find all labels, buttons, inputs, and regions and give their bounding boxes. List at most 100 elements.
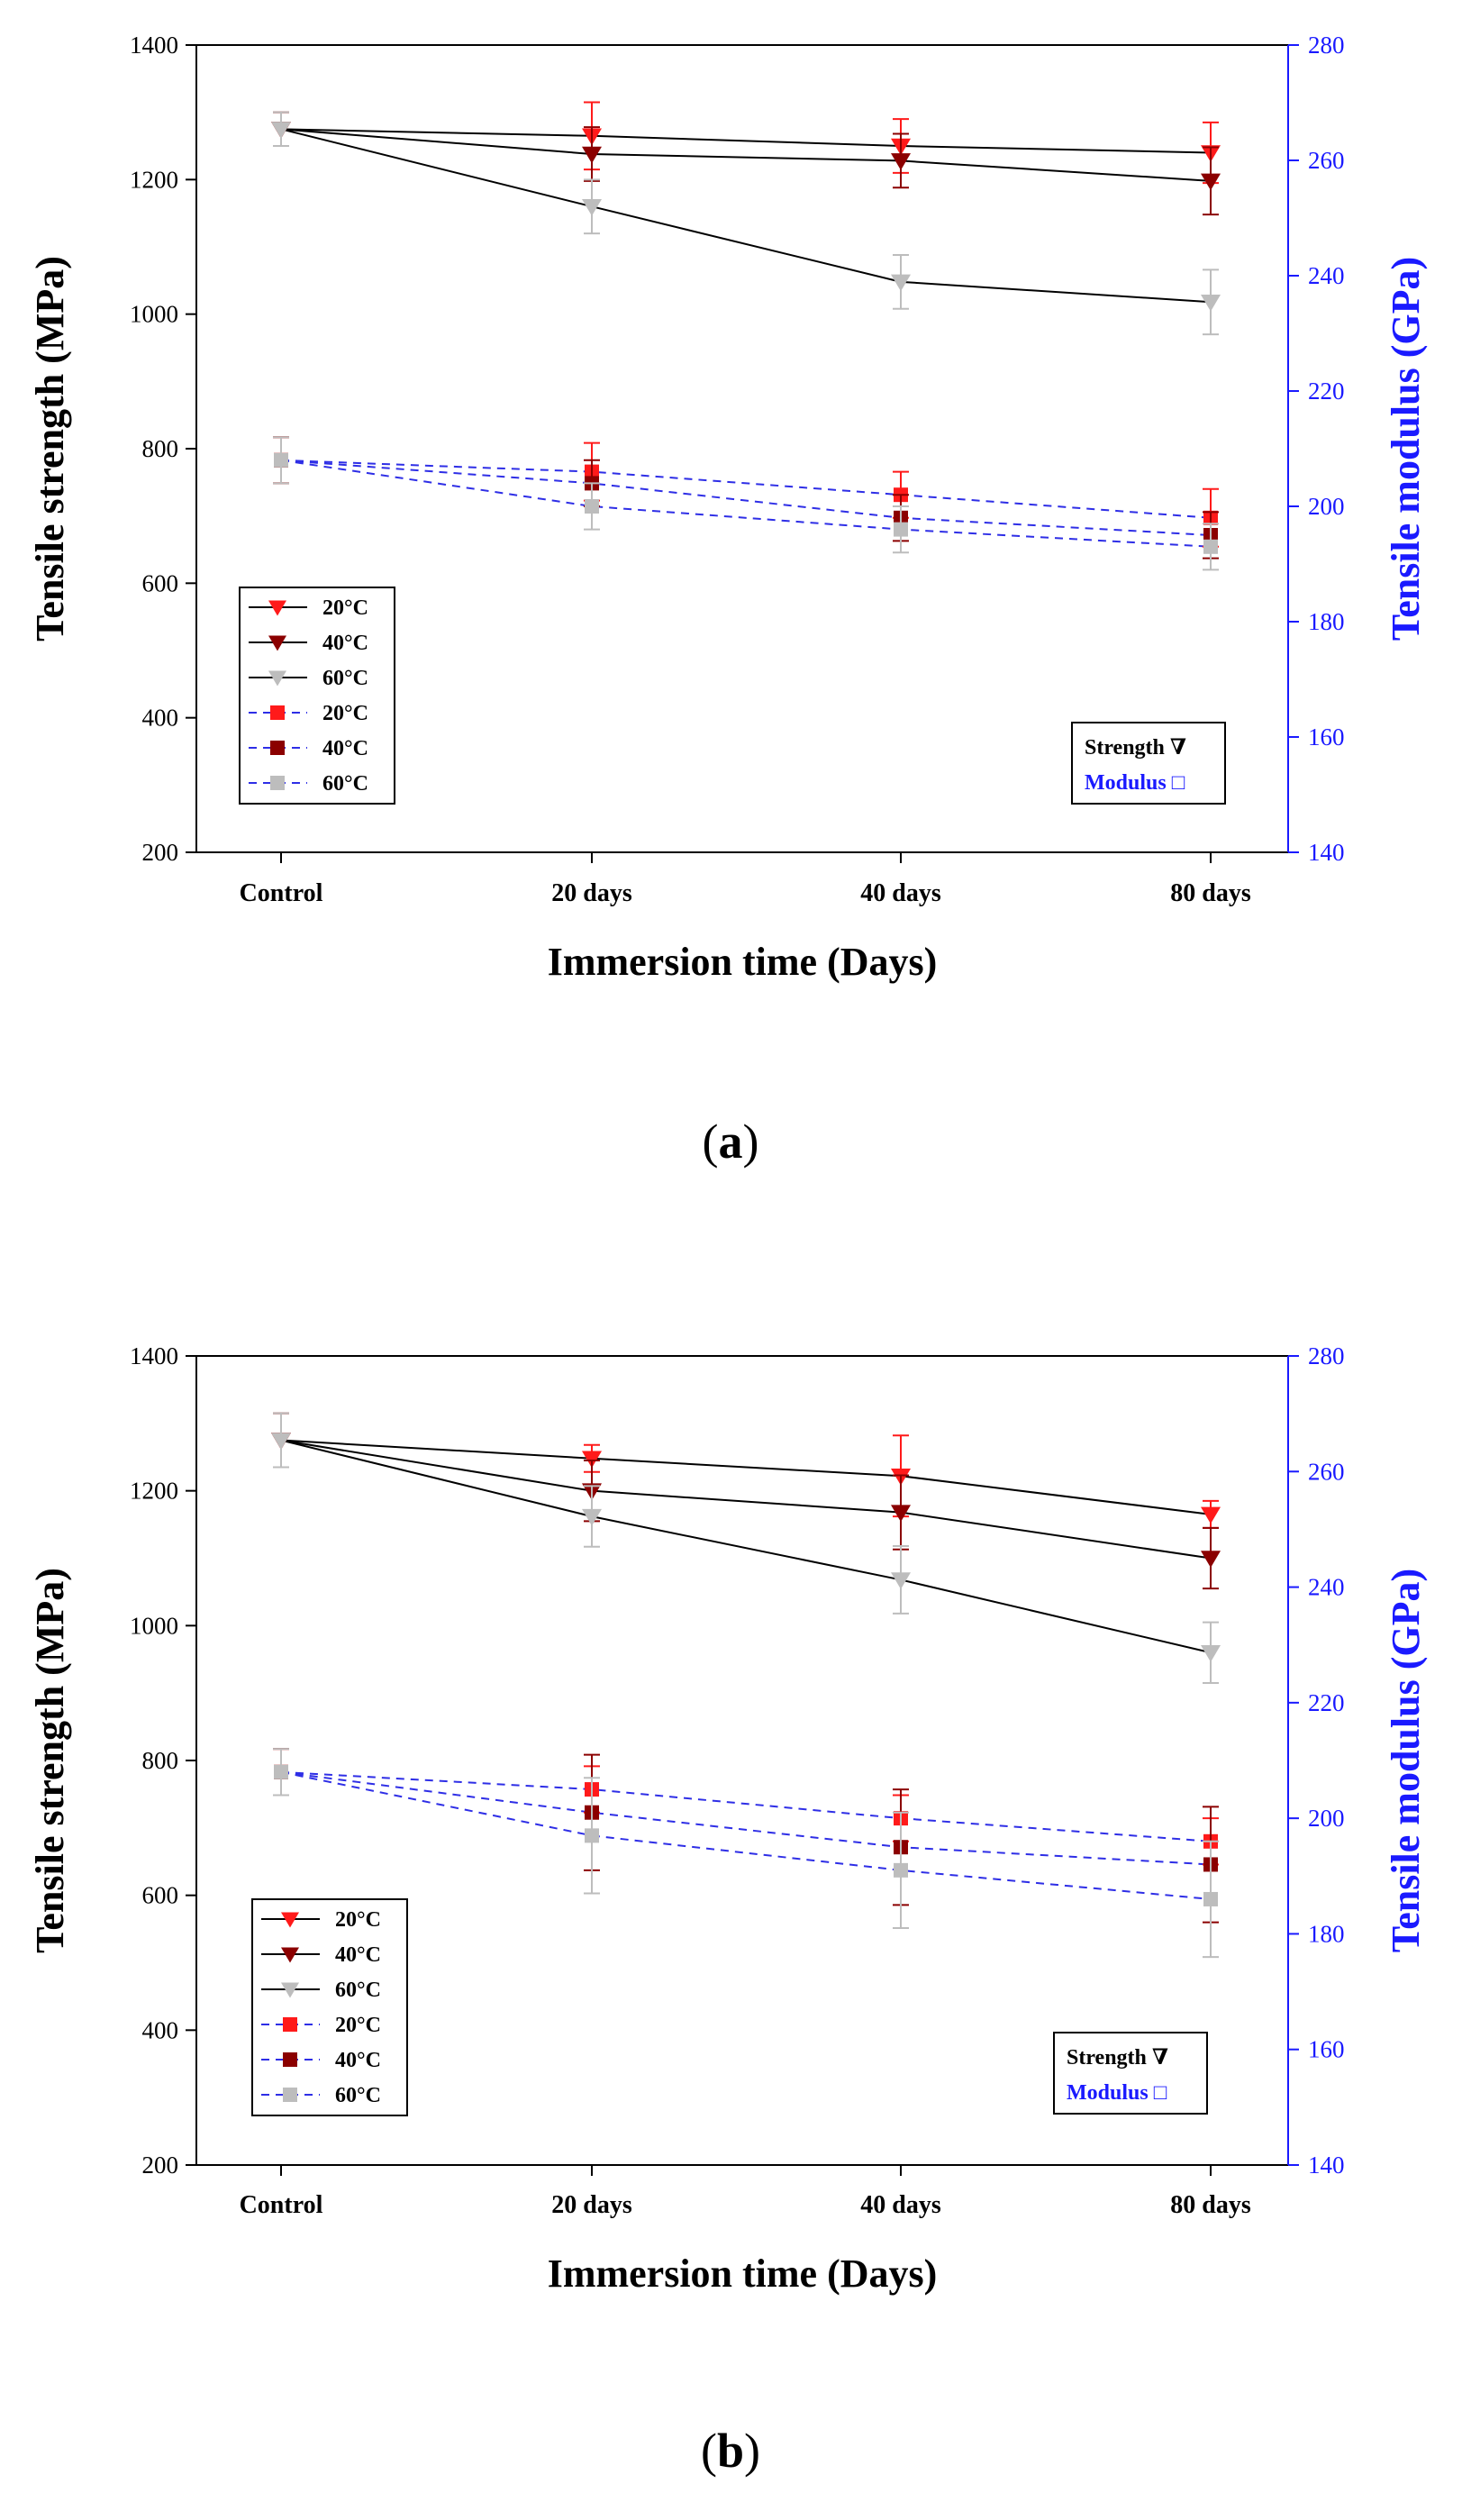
- legend-marker: [268, 670, 286, 687]
- y-tick-label: 200: [142, 839, 179, 866]
- y2-tick-label: 260: [1308, 1458, 1345, 1485]
- legend-label: 20°C: [335, 1908, 381, 1932]
- y-tick-label: 1000: [130, 301, 178, 328]
- x-tick-label: 20 days: [551, 2191, 632, 2219]
- legend-marker: [270, 741, 285, 755]
- modulus-line-40°C: [280, 459, 1212, 536]
- strength-point: [582, 198, 602, 216]
- strength-point: [582, 146, 602, 164]
- y2-tick-label: 160: [1308, 723, 1345, 751]
- y2-tick-label: 220: [1308, 1689, 1345, 1716]
- legend-label: 40°C: [322, 632, 368, 655]
- y-tick-label: 600: [142, 1882, 179, 1909]
- strength-point: [891, 274, 911, 292]
- legend-label: 20°C: [322, 702, 368, 725]
- strength-point: [1201, 1551, 1221, 1568]
- legend-label: 60°C: [335, 2084, 381, 2107]
- x-tick-label: 80 days: [1170, 879, 1251, 907]
- legend-marker: [281, 1947, 299, 1963]
- modulus-point: [274, 1764, 288, 1779]
- y-tick-label: 1400: [130, 1342, 178, 1369]
- x-axis-title: Immersion time (Days): [548, 940, 938, 984]
- strength-point: [582, 1451, 602, 1469]
- y2-tick-label: 140: [1308, 2152, 1345, 2179]
- y2-tick-label: 220: [1308, 378, 1345, 405]
- modulus-point: [585, 1828, 599, 1843]
- legend-label: 60°C: [322, 667, 368, 690]
- legend: 20°C 40°C 60°C 20°C 40°C 60°C: [239, 587, 395, 805]
- legend-label: 40°C: [335, 2049, 381, 2072]
- y-tick-label: 800: [142, 435, 179, 462]
- x-tick-label: 40 days: [860, 879, 941, 907]
- y2-tick-label: 280: [1308, 1342, 1345, 1369]
- legend: 20°C 40°C 60°C 20°C 40°C 60°C: [251, 1898, 408, 2116]
- legend-marker: [281, 1912, 299, 1928]
- y-tick-label: 600: [142, 569, 179, 596]
- panel-a: 200 400 600 800 1000 1200 1400 140 160 180 200 220 2…: [28, 32, 1428, 1169]
- strength-line-40°C: [280, 1439, 1212, 1560]
- y-axis-title: Tensile strength (MPa): [28, 1568, 72, 1953]
- strength-line-60°C: [280, 128, 1212, 304]
- legend-label: 20°C: [322, 596, 368, 620]
- x-tick-label: 80 days: [1170, 2191, 1251, 2219]
- legend-marker: [281, 1982, 299, 1998]
- y-tick-label: 1200: [130, 1478, 178, 1505]
- y2-axis-title: Tensile modulus (GPa): [1384, 257, 1428, 641]
- modulus-point: [585, 499, 599, 514]
- y2-tick-label: 240: [1308, 1574, 1345, 1601]
- strength-point: [271, 122, 291, 139]
- modulus-line-60°C: [280, 459, 1212, 548]
- legend-label: 60°C: [322, 772, 368, 796]
- legend-marker: [270, 705, 285, 720]
- modulus-line-20°C: [280, 1770, 1212, 1842]
- y2-axis-title: Tensile modulus (GPa): [1384, 1569, 1428, 1952]
- y-tick-label: 1000: [130, 1612, 178, 1639]
- legend-marker: [268, 600, 286, 616]
- modulus-point: [1203, 539, 1218, 554]
- legend-label: 60°C: [335, 1979, 381, 2002]
- x-tick-label: Control: [240, 2191, 323, 2219]
- y-tick-label: 800: [142, 1747, 179, 1774]
- legend-frame: [251, 1898, 408, 2116]
- series-key-box: Strength ∇ Modulus □: [1053, 2032, 1208, 2115]
- legend-marker: [268, 635, 286, 651]
- strength-point: [1201, 1506, 1221, 1524]
- y-tick-label: 1200: [130, 166, 178, 193]
- x-tick-label: 40 days: [860, 2191, 941, 2219]
- y-tick-label: 400: [142, 705, 179, 732]
- y2-tick-label: 140: [1308, 839, 1345, 866]
- legend-marker: [283, 2052, 297, 2067]
- y-tick-label: 200: [142, 2152, 179, 2179]
- series-key-strength: Strength ∇: [1085, 736, 1186, 760]
- modulus-line-60°C: [280, 1770, 1212, 1900]
- y2-tick-label: 240: [1308, 262, 1345, 289]
- strength-point: [891, 1572, 911, 1589]
- series-key-modulus: Modulus □: [1067, 2081, 1167, 2105]
- y2-tick-label: 260: [1308, 147, 1345, 174]
- strength-line-20°C: [280, 128, 1212, 154]
- legend-marker: [270, 776, 285, 790]
- legend-marker: [283, 2017, 297, 2032]
- y2-tick-label: 180: [1308, 608, 1345, 635]
- strength-line-20°C: [280, 1439, 1212, 1515]
- panel-label: (a): [703, 1114, 759, 1169]
- series-key-strength: Strength ∇: [1067, 2046, 1168, 2070]
- legend-label: 40°C: [335, 1943, 381, 1967]
- x-axis-title: Immersion time (Days): [548, 2252, 938, 2296]
- modulus-point: [274, 452, 288, 468]
- strength-point: [582, 1508, 602, 1526]
- strength-line-60°C: [280, 1439, 1212, 1654]
- modulus-line-20°C: [280, 459, 1212, 519]
- legend-label: 40°C: [322, 737, 368, 760]
- series-key-box: Strength ∇ Modulus □: [1071, 722, 1226, 805]
- strength-point: [1201, 173, 1221, 191]
- y2-tick-label: 280: [1308, 32, 1345, 59]
- y2-tick-label: 200: [1308, 493, 1345, 520]
- x-tick-label: 20 days: [551, 879, 632, 907]
- y2-tick-label: 180: [1308, 1920, 1345, 1947]
- legend-frame: [239, 587, 395, 805]
- strength-point: [891, 153, 911, 170]
- panel-label: (b): [701, 2424, 760, 2478]
- series-key-frame: [1071, 722, 1226, 805]
